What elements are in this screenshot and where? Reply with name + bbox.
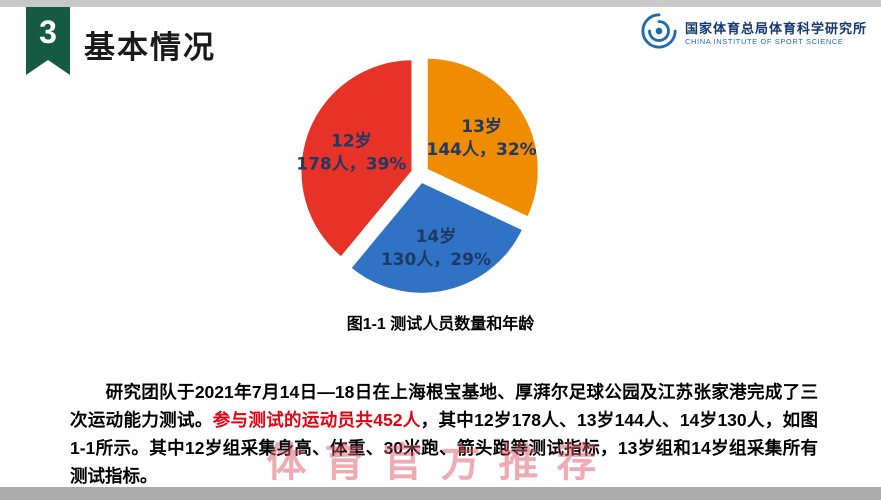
section-number: 3 (39, 14, 57, 50)
body-text-segment: 研究团队于2021年7月14日—18日在上海根宝基地、厚湃尔足球公园及江苏张家港… (70, 381, 818, 430)
page-title: 基本情况 (84, 30, 216, 65)
pie-slice-13岁 (425, 56, 540, 219)
chart-caption: 图1-1 测试人员数量和年龄 (346, 316, 535, 333)
pie-slice-label-13岁: 13岁 144人，32% (427, 116, 537, 160)
institute-logo-icon (640, 12, 678, 55)
top-gray-bar (0, 0, 881, 7)
body-text: 研究团队于2021年7月14日—18日在上海根宝基地、厚湃尔足球公园及江苏张家港… (70, 378, 818, 490)
institute-name-cn: 国家体育总局体育科学研究所 (684, 20, 867, 36)
body-text-segment: 参与测试的运动员共452人 (212, 409, 421, 430)
pie-slice-label-12岁: 12岁 178人，39% (296, 130, 406, 174)
pie-slice-14岁 (348, 180, 525, 295)
institute-name-en: CHINA INSTITUTE OF SPORT SCIENCE (684, 36, 844, 46)
institute-logo: 国家体育总局体育科学研究所 CHINA INSTITUTE OF SPORT S… (640, 12, 867, 55)
pie-chart: 13岁 144人，32% 14岁 130人，29% 12岁 178人，39% (296, 56, 540, 295)
body-text-segment: ，其中12岁178人、13岁144人、14岁130人，如图1-1所示。其中12岁… (70, 409, 818, 486)
section-ribbon-badge: 3 (26, 7, 70, 75)
pie-slice-12岁 (299, 58, 414, 259)
institute-logo-text: 国家体育总局体育科学研究所 CHINA INSTITUTE OF SPORT S… (685, 21, 867, 47)
bottom-gray-bar (0, 487, 881, 500)
pie-slice-label-14岁: 14岁 130人，29% (381, 226, 491, 270)
chart-area: 13岁 144人，32% 14岁 130人，29% 12岁 178人，39% (170, 22, 690, 327)
